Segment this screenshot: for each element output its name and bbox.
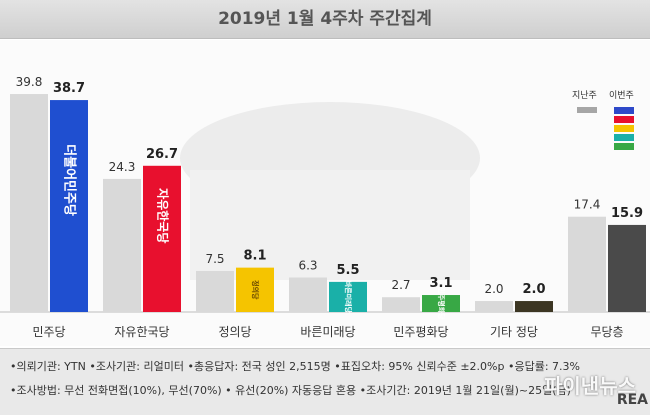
category-label-1: 자유한국당 (114, 325, 169, 339)
legend-swatch-2 (614, 125, 634, 132)
category-label-2: 정의당 (218, 325, 251, 339)
bar-curr-6 (608, 224, 646, 312)
value-label-prev-0: 39.8 (16, 75, 43, 89)
value-label-curr-1: 26.7 (146, 147, 178, 162)
bar-curr-5 (515, 301, 553, 312)
value-label-curr-4: 3.1 (429, 276, 452, 291)
notes-line-2: •조사방법: 무선 전화면접(10%), 무선(70%) • 유선(20%) 자… (10, 384, 571, 397)
legend-swatch-4 (614, 143, 634, 150)
party-logo-0: 더불어민주당 (62, 144, 78, 216)
value-label-curr-5: 2.0 (522, 282, 545, 297)
bar-prev-6 (568, 216, 606, 312)
bar-curr-1 (143, 165, 181, 312)
value-label-curr-0: 38.7 (53, 81, 85, 96)
value-label-prev-6: 17.4 (574, 198, 601, 212)
party-logo-4: 민주평화당 (437, 287, 446, 320)
category-label-5: 기타 정당 (490, 325, 538, 339)
value-label-prev-2: 7.5 (205, 252, 224, 266)
background-building (190, 170, 470, 280)
bar-prev-0 (10, 94, 48, 312)
chart-title: 2019년 1월 4주차 주간집계 (218, 9, 432, 29)
category-label-4: 민주평화당 (393, 325, 448, 339)
value-label-prev-5: 2.0 (484, 282, 503, 296)
legend-curr-label: 이번주 (609, 91, 634, 101)
bar-curr-2 (236, 267, 274, 312)
bar-prev-3 (289, 277, 327, 312)
value-label-curr-6: 15.9 (611, 206, 643, 221)
legend-prev-label: 지난주 (572, 91, 597, 101)
survey-notes: •의뢰기관: YTN •조사기관: 리얼미터 •총응답자: 전국 성인 2,51… (0, 348, 650, 415)
party-logo-3: 바른미래당 (344, 281, 353, 314)
title-bar: 2019년 1월 4주차 주간집계 (0, 0, 650, 39)
value-label-prev-1: 24.3 (109, 160, 136, 174)
legend: 지난주 이번주 (572, 84, 642, 154)
value-label-prev-3: 6.3 (298, 259, 317, 273)
notes-line-1: •의뢰기관: YTN •조사기관: 리얼미터 •총응답자: 전국 성인 2,51… (10, 360, 580, 373)
legend-swatch-0 (614, 107, 634, 114)
bar-prev-4 (382, 297, 420, 312)
category-label-0: 민주당 (32, 325, 65, 339)
value-label-prev-4: 2.7 (391, 278, 410, 292)
bar-curr-4 (422, 295, 460, 312)
bar-prev-1 (103, 178, 141, 312)
bar-prev-2 (196, 270, 234, 312)
watermark-2: REA (616, 392, 648, 408)
bar-curr-3 (329, 281, 367, 312)
watermark: 파이낸뉴스 (544, 374, 636, 398)
chart-area: 39.8 38.7 민주당 더불어민주당 24.3 26.7 자유한국당 자유한국당 7.5 8.… (0, 40, 650, 346)
bar-curr-0 (50, 100, 88, 312)
party-logo-2: 정의당 (251, 280, 260, 300)
bar-prev-5 (475, 301, 513, 312)
value-label-curr-2: 8.1 (243, 249, 266, 264)
legend-swatch-1 (614, 116, 634, 123)
value-label-curr-3: 5.5 (336, 263, 359, 278)
category-label-3: 바른미래당 (300, 325, 355, 339)
category-label-6: 무당층 (590, 325, 623, 339)
party-logo-1: 자유한국당 (156, 188, 171, 243)
legend-prev-swatch (577, 107, 597, 113)
legend-swatch-3 (614, 134, 634, 141)
